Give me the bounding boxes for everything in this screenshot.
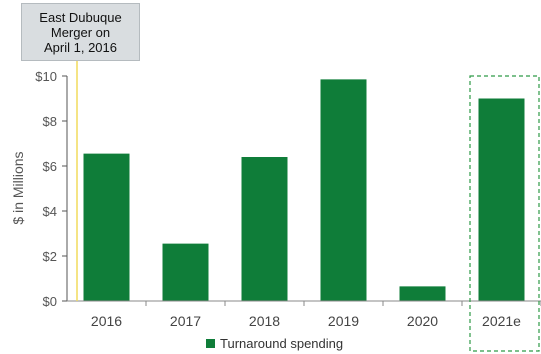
x-axis: 2016 2017 2018 2019 2020 2021e [67,61,541,352]
x-tick-label: 2018 [249,313,280,329]
annotation-line-2: Merger on [50,24,111,40]
x-tick-label: 2021e [482,313,521,329]
x-tick-label: 2020 [407,313,438,329]
y-tick-label: $6 [43,159,57,174]
annotation-line-1: East Dubuque [39,9,122,25]
y-axis-label: $ in Millions [10,151,26,225]
legend-swatch [206,339,215,348]
y-tick-label: $10 [35,69,57,84]
x-tick-label: 2016 [91,313,122,329]
x-tick-label: 2017 [170,313,201,329]
estimate-highlight-box [469,75,540,352]
legend-label: Turnaround spending [220,336,344,351]
y-axis: $0 $2 $4 $6 $8 $10 [35,69,68,309]
y-tick-label: $2 [43,249,57,264]
bar-2016 [83,153,130,301]
annotation-line-3: April 1, 2016 [44,39,117,55]
merger-annotation: East Dubuque Merger on April 1, 2016 [21,3,140,61]
bar-2017 [162,243,209,301]
y-tick-label: $4 [43,204,57,219]
y-tick-label: $8 [43,114,57,129]
bar-2019 [320,79,367,301]
bar-2020 [399,286,446,301]
y-tick-label: $0 [43,294,57,309]
x-tick-label: 2019 [328,313,359,329]
bar-2021e [478,98,525,301]
bars-group [83,79,525,301]
bar-2018 [241,157,288,301]
legend: Turnaround spending [206,336,343,351]
